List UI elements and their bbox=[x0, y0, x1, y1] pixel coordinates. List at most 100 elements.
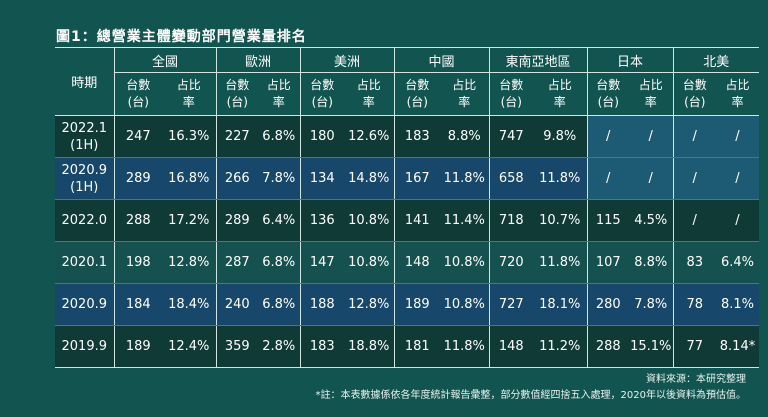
header-sub-rate-line: 占比 bbox=[725, 78, 750, 92]
period-cell: 2020.9 bbox=[55, 283, 114, 326]
header-sub-rate-line: 率 bbox=[731, 95, 744, 109]
table-row: 2022.1 (1H) 247 16.3% 227 6.8% 180 12.6% 183 8.8%… bbox=[55, 115, 759, 158]
value-cell: 148 bbox=[393, 241, 440, 284]
value-cell: 7.8% bbox=[629, 283, 673, 326]
header-sub-rate-line: 率 bbox=[272, 95, 285, 109]
header-sub-rate: 占比率 bbox=[533, 72, 587, 116]
header-group: 日本 bbox=[586, 47, 673, 73]
header-sub-rate-line: 率 bbox=[182, 95, 195, 109]
header-sub-count-line: (台) bbox=[127, 95, 149, 109]
header-sub-rate: 占比率 bbox=[440, 72, 489, 116]
header-sub-count: 台數 (台) bbox=[215, 72, 258, 116]
header-sub-count: 台數 (台) bbox=[586, 72, 629, 116]
value-cell: 247 bbox=[113, 115, 162, 158]
header-sub-count: 台數 (台) bbox=[299, 72, 344, 116]
period-line: 2020.9 bbox=[61, 162, 108, 178]
value-cell: 359 bbox=[215, 325, 258, 368]
header-sub-rate-line: 占比 bbox=[266, 78, 291, 92]
data-table: 時期 全國 歐洲 美洲 中國 東南亞地區 日本 北美 台數 (台) 占比率台數 (台) 占比率台數 (台)… bbox=[55, 47, 759, 368]
header-sub-count-line: 台數 bbox=[596, 78, 621, 92]
header-sub-count-line: 台數 bbox=[225, 78, 250, 92]
value-cell: 288 bbox=[113, 199, 162, 242]
header-sub-count-line: 台數 bbox=[310, 78, 335, 92]
header-sub-count: 台數 (台) bbox=[113, 72, 162, 116]
value-cell: / bbox=[586, 157, 629, 200]
header-sub-rate: 占比率 bbox=[716, 72, 759, 116]
header-sub-rate-line: 率 bbox=[362, 95, 375, 109]
value-cell: 10.7% bbox=[533, 199, 587, 242]
value-cell: 6.8% bbox=[258, 115, 300, 158]
period-cell: 2022.1 (1H) bbox=[55, 115, 114, 158]
value-cell: 8.1% bbox=[716, 283, 759, 326]
value-cell: 15.1% bbox=[629, 325, 673, 368]
value-cell: 17.2% bbox=[162, 199, 216, 242]
value-cell: 11.4% bbox=[440, 199, 489, 242]
period-line: (1H) bbox=[70, 137, 99, 153]
header-sub-count: 台數 (台) bbox=[393, 72, 440, 116]
table-row: 2020.1 198 12.8% 287 6.8% 147 10.8% 148 10.8% 720… bbox=[55, 241, 759, 284]
value-cell: 148 bbox=[488, 325, 533, 368]
header-sub-rate: 占比率 bbox=[162, 72, 216, 116]
value-cell: 18.4% bbox=[162, 283, 216, 326]
value-cell: 8.8% bbox=[629, 241, 673, 284]
value-cell: 18.1% bbox=[533, 283, 587, 326]
header-group: 東南亞地區 bbox=[488, 47, 587, 73]
period-cell: 2020.9 (1H) bbox=[55, 157, 114, 200]
header-sub-rate-line: 率 bbox=[458, 95, 471, 109]
value-cell: 11.8% bbox=[533, 241, 587, 284]
value-cell: 6.4% bbox=[258, 199, 300, 242]
table-row: 2022.0 288 17.2% 289 6.4% 136 10.8% 141 11.4% 718… bbox=[55, 199, 759, 242]
value-cell: 10.8% bbox=[344, 199, 394, 242]
value-cell: 188 bbox=[299, 283, 344, 326]
table-row: 2020.9 184 18.4% 240 6.8% 188 12.8% 189 10.8% 727… bbox=[55, 283, 759, 326]
value-cell: 189 bbox=[393, 283, 440, 326]
value-cell: 11.8% bbox=[440, 325, 489, 368]
value-cell: 10.8% bbox=[440, 241, 489, 284]
header-sub-count-line: (台) bbox=[597, 95, 619, 109]
value-cell: 147 bbox=[299, 241, 344, 284]
period-line: 2019.9 bbox=[61, 339, 108, 354]
value-cell: 289 bbox=[215, 199, 258, 242]
value-cell: 9.8% bbox=[533, 115, 587, 158]
period-line: 2020.1 bbox=[61, 255, 108, 270]
value-cell: 18.8% bbox=[344, 325, 394, 368]
value-cell: 14.8% bbox=[344, 157, 394, 200]
value-cell: 12.4% bbox=[162, 325, 216, 368]
value-cell: 183 bbox=[299, 325, 344, 368]
value-cell: 12.8% bbox=[162, 241, 216, 284]
header-sub-rate-line: 占比 bbox=[547, 78, 572, 92]
header-group: 歐洲 bbox=[215, 47, 300, 73]
value-cell: 11.8% bbox=[533, 157, 587, 200]
period-line: 2022.0 bbox=[61, 213, 108, 228]
header-sub-count-line: 台數 bbox=[499, 78, 524, 92]
header-sub-count: 台數 (台) bbox=[488, 72, 533, 116]
header-period: 時期 bbox=[55, 47, 114, 116]
value-cell: 12.6% bbox=[344, 115, 394, 158]
value-cell: 184 bbox=[113, 283, 162, 326]
header-sub-rate-line: 占比 bbox=[356, 78, 381, 92]
header-group: 北美 bbox=[672, 47, 759, 73]
header-sub-count: 台數 (台) bbox=[672, 72, 716, 116]
value-cell: 189 bbox=[113, 325, 162, 368]
value-cell: 136 bbox=[299, 199, 344, 242]
footnote: *註：本表數據係依各年度統計報告彙整，部分數值經四捨五入處理，2020年以後資料… bbox=[315, 390, 746, 401]
value-cell: 287 bbox=[215, 241, 258, 284]
header-sub-count-line: (台) bbox=[406, 95, 428, 109]
period-cell: 2022.0 bbox=[55, 199, 114, 242]
value-cell: 10.8% bbox=[440, 283, 489, 326]
source-note: 資料來源：本研究整理 bbox=[646, 374, 746, 385]
value-cell: 183 bbox=[393, 115, 440, 158]
value-cell: 11.8% bbox=[440, 157, 489, 200]
header-sub-rate: 占比率 bbox=[258, 72, 300, 116]
header-sub-count-line: (台) bbox=[684, 95, 706, 109]
value-cell: 107 bbox=[586, 241, 629, 284]
value-cell: / bbox=[672, 157, 716, 200]
value-cell: 6.8% bbox=[258, 241, 300, 284]
header-sub-rate-line: 率 bbox=[553, 95, 566, 109]
value-cell: / bbox=[716, 115, 759, 158]
value-cell: / bbox=[586, 115, 629, 158]
value-cell: 658 bbox=[488, 157, 533, 200]
value-cell: 181 bbox=[393, 325, 440, 368]
header-sub-count-line: 台數 bbox=[405, 78, 430, 92]
